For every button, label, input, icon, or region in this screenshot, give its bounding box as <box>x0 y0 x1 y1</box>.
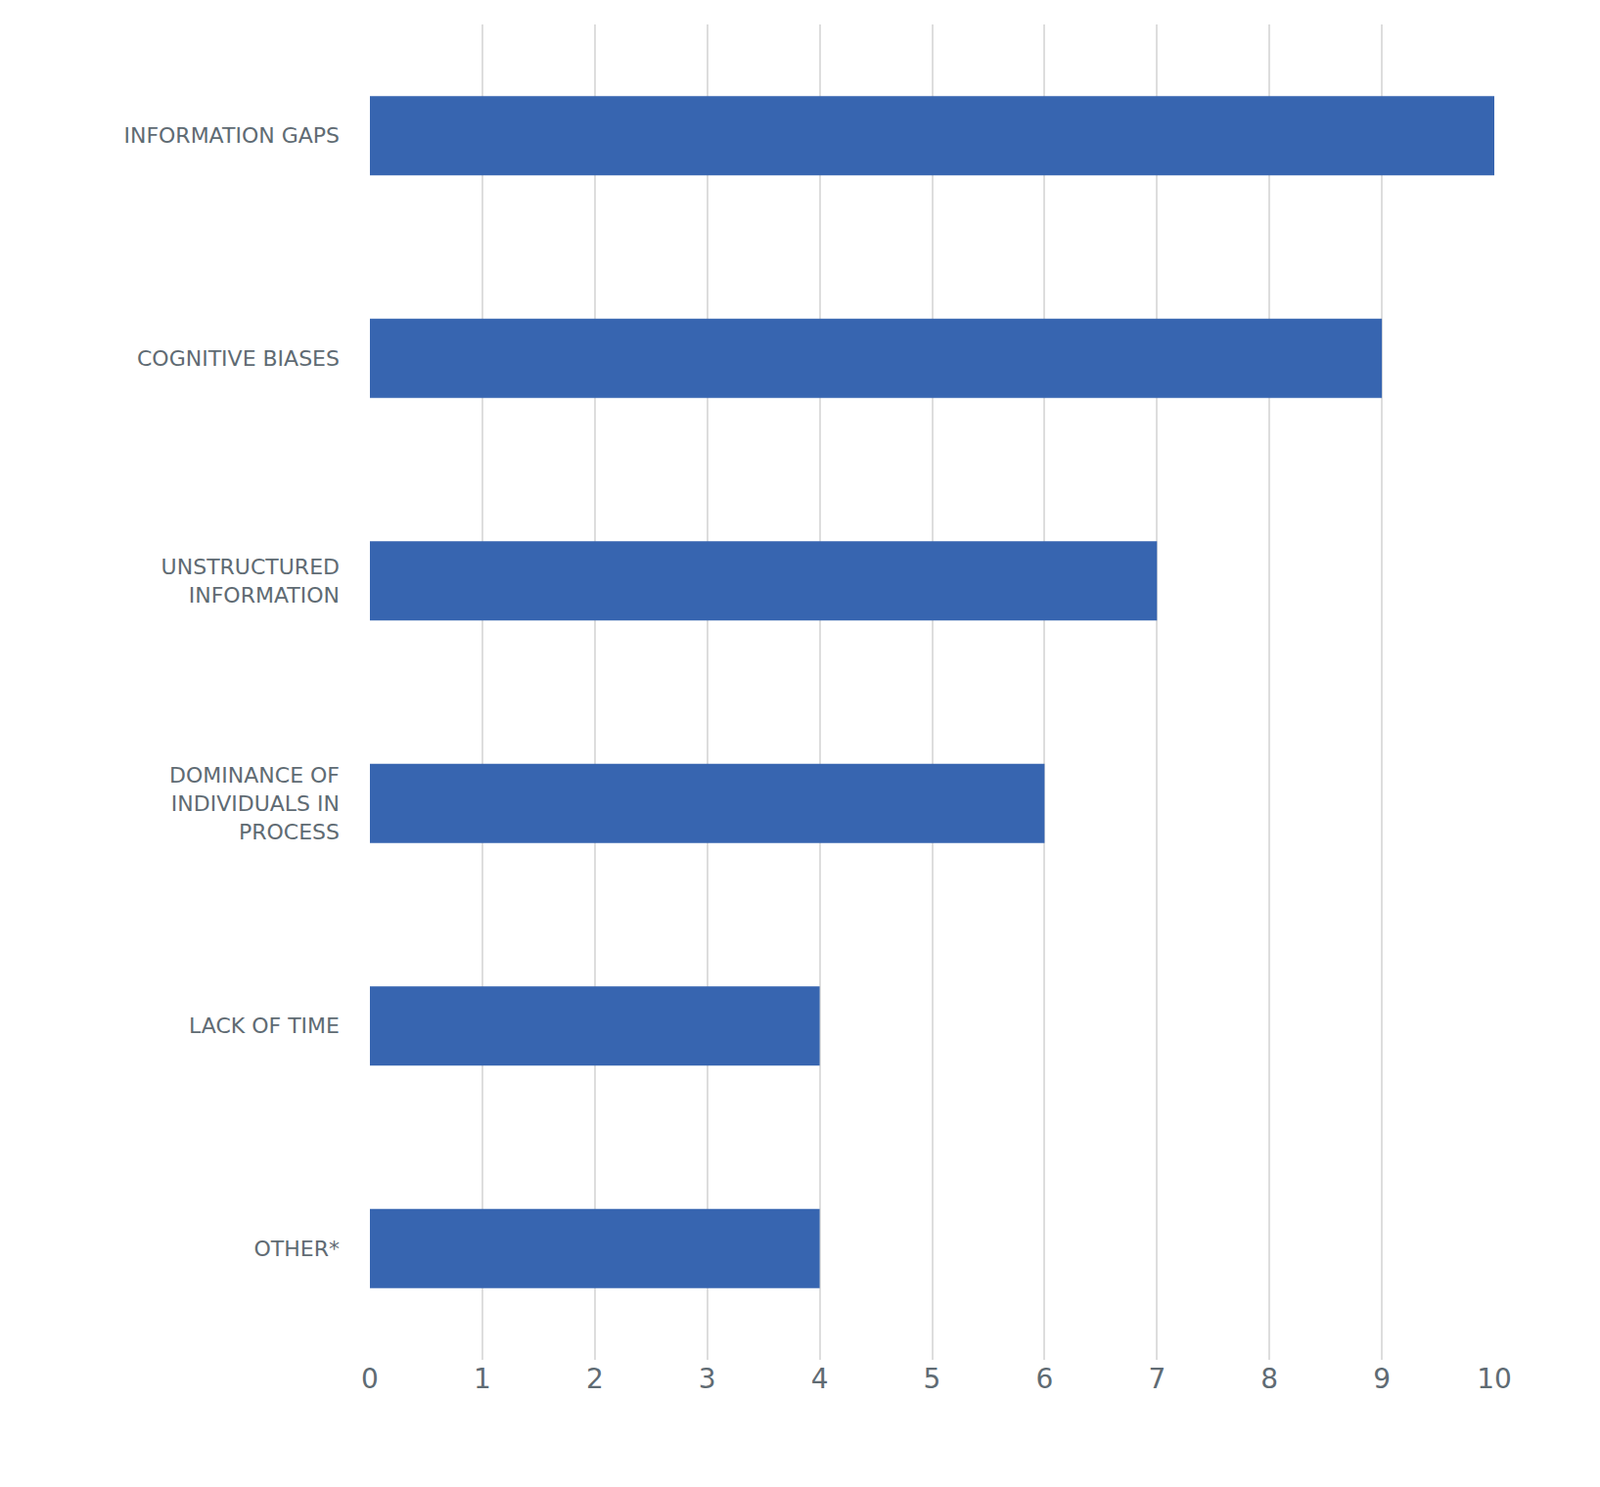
svg-text:0: 0 <box>361 1363 379 1396</box>
svg-text:7: 7 <box>1147 1363 1166 1396</box>
svg-text:INFORMATION GAPS: INFORMATION GAPS <box>123 123 340 148</box>
svg-text:10: 10 <box>1476 1363 1512 1396</box>
svg-text:OTHER*: OTHER* <box>254 1236 340 1262</box>
svg-text:COGNITIVE BIASES: COGNITIVE BIASES <box>137 346 340 371</box>
svg-text:LACK OF TIME: LACK OF TIME <box>188 1013 340 1039</box>
svg-text:8: 8 <box>1260 1363 1279 1396</box>
svg-text:9: 9 <box>1372 1363 1391 1396</box>
svg-text:UNSTRUCTUREDINFORMATION: UNSTRUCTUREDINFORMATION <box>161 554 340 608</box>
svg-text:6: 6 <box>1035 1363 1053 1396</box>
svg-text:DOMINANCE OFINDIVIDUALS INPROC: DOMINANCE OFINDIVIDUALS INPROCESS <box>169 763 340 844</box>
svg-text:2: 2 <box>586 1363 604 1396</box>
svg-text:5: 5 <box>923 1363 942 1396</box>
svg-text:3: 3 <box>698 1363 717 1396</box>
svg-text:1: 1 <box>473 1363 492 1396</box>
svg-text:4: 4 <box>811 1363 829 1396</box>
